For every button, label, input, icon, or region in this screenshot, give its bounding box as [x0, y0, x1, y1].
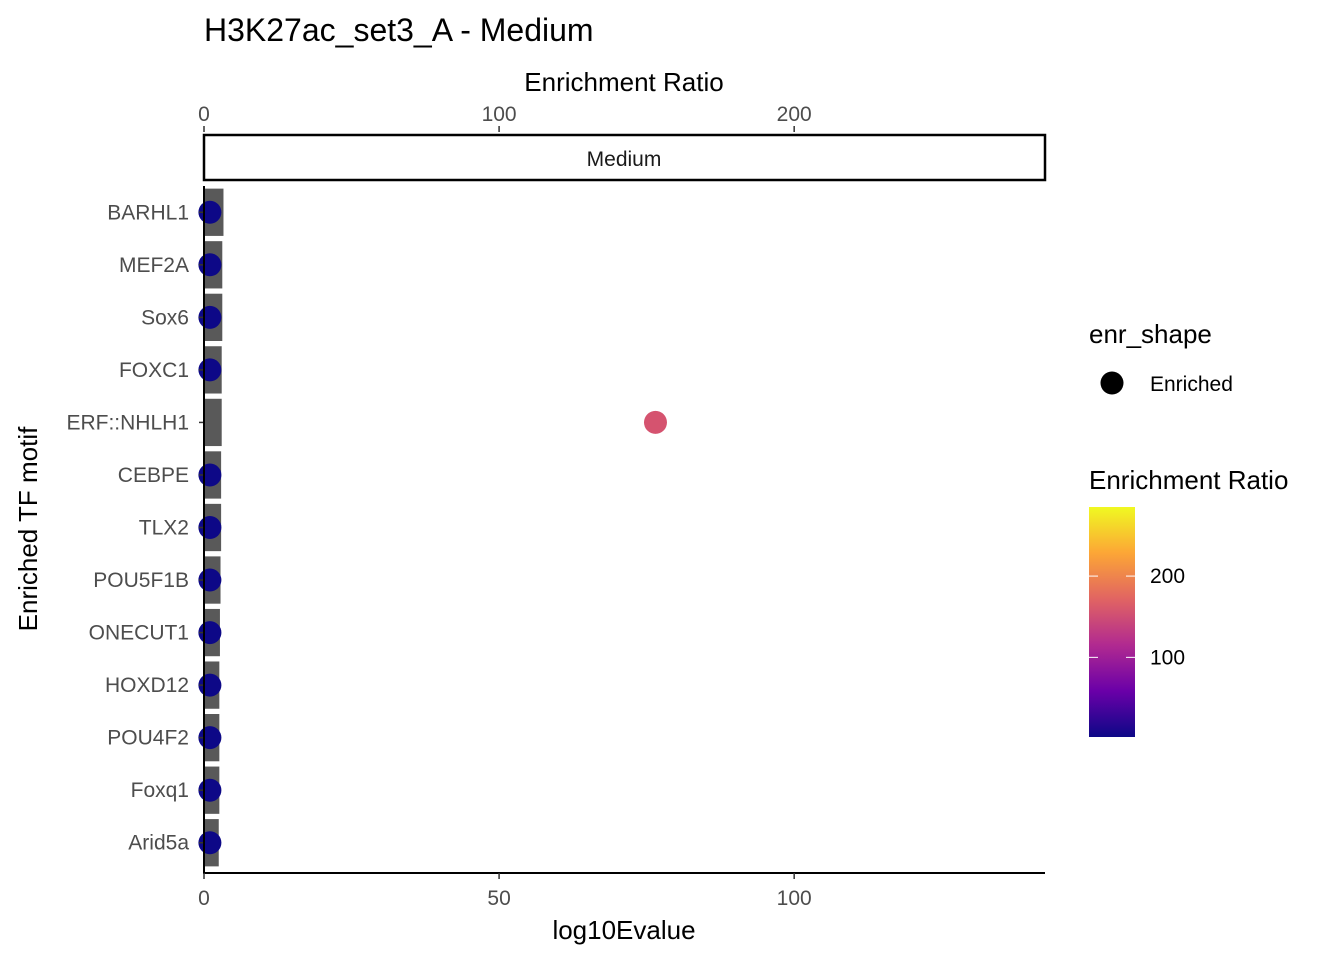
- x-tick-label: 0: [198, 887, 210, 910]
- y-axis: BARHL1MEF2ASox6FOXC1ERF::NHLH1CEBPETLX2P…: [66, 201, 204, 855]
- y-tick-label: FOXC1: [119, 359, 189, 382]
- x-tick-label: 50: [487, 887, 510, 910]
- color-legend: Enrichment Ratio 100 200: [1089, 465, 1288, 737]
- y-tick-label: Arid5a: [128, 832, 189, 855]
- facet-strip: [202, 133, 1047, 182]
- y-axis-title: Enriched TF motif: [13, 426, 43, 631]
- x-axis: 0 50 100: [198, 873, 812, 910]
- x-tick-label: 100: [777, 887, 812, 910]
- point: [643, 410, 667, 434]
- color-legend-tick-label: 100: [1150, 646, 1185, 669]
- color-legend-bar: [1089, 507, 1135, 737]
- y-tick-label: ERF::NHLH1: [66, 411, 189, 434]
- y-tick-label: BARHL1: [107, 201, 189, 224]
- secondary-x-tick-label: 200: [777, 103, 812, 126]
- shape-legend-title: enr_shape: [1089, 319, 1212, 349]
- y-tick-label: HOXD12: [105, 674, 189, 697]
- shape-legend-key: [1100, 371, 1124, 395]
- facet-strip-label: Medium: [587, 148, 662, 171]
- secondary-x-tick-label: 0: [198, 103, 210, 126]
- shape-legend: enr_shape Enriched: [1089, 319, 1233, 396]
- bar: [204, 398, 222, 447]
- y-tick-label: Foxq1: [131, 779, 189, 802]
- color-legend-title: Enrichment Ratio: [1089, 465, 1288, 495]
- points-layer: [198, 200, 667, 855]
- y-tick-label: ONECUT1: [89, 622, 189, 645]
- color-legend-tick-label: 200: [1150, 565, 1185, 588]
- y-tick-label: CEBPE: [118, 464, 189, 487]
- secondary-x-axis: 0 100 200: [198, 103, 812, 132]
- y-tick-label: TLX2: [139, 517, 189, 540]
- secondary-x-axis-title: Enrichment Ratio: [524, 67, 723, 97]
- x-axis-title: log10Evalue: [552, 915, 695, 945]
- shape-legend-label: Enriched: [1150, 373, 1233, 396]
- chart-title: H3K27ac_set3_A - Medium: [204, 12, 594, 48]
- y-tick-label: POU4F2: [107, 727, 189, 750]
- y-tick-label: MEF2A: [119, 254, 189, 277]
- y-tick-label: POU5F1B: [93, 569, 189, 592]
- secondary-x-tick-label: 100: [482, 103, 517, 126]
- color-legend-ticks: 100 200: [1089, 565, 1185, 669]
- y-tick-label: Sox6: [141, 306, 189, 329]
